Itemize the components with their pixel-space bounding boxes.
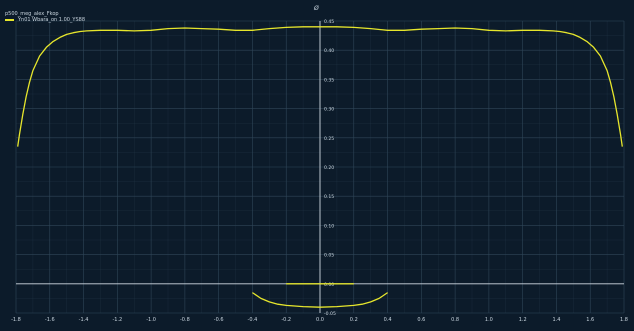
y-tick-label: 0.00 (324, 282, 334, 288)
tick-labels: -1.8 -1.6 -1.4 -1.2 -1.0 -0.8 -0.6 -0.4 -0.2 0.0 0… (11, 19, 628, 323)
x-tick-label: -1.0 (146, 317, 156, 323)
top-axis-label: Ø (314, 5, 319, 12)
y-tick-label: -0.05 (324, 311, 336, 317)
chart-title: p500_meg_alex_Fkop (5, 11, 59, 17)
legend: Yn01 Wbara_on 1.00_YS88 (5, 17, 85, 23)
x-tick-label: 1.8 (620, 317, 628, 323)
x-tick-label: 1.6 (586, 317, 594, 323)
x-tick-label: -0.8 (180, 317, 190, 323)
y-tick-label: 0.25 (324, 136, 334, 142)
x-tick-label: 0.8 (451, 317, 459, 323)
x-tick-label: 0.0 (316, 317, 324, 323)
y-tick-label: 0.05 (324, 253, 334, 259)
y-tick-label: 0.15 (324, 194, 334, 200)
x-tick-label: -0.4 (248, 317, 258, 323)
x-tick-label: -1.8 (11, 317, 21, 323)
legend-entry: Yn01 Wbara_on 1.00_YS88 (18, 17, 86, 23)
x-tick-label: 0.6 (417, 317, 425, 323)
x-tick-label: -1.6 (45, 317, 55, 323)
y-tick-label: 0.30 (324, 107, 334, 113)
x-tick-label: -1.4 (79, 317, 89, 323)
y-tick-label: 0.10 (324, 223, 334, 229)
x-tick-label: 0.2 (350, 317, 358, 323)
legend-swatch (5, 19, 14, 21)
x-tick-label: -1.2 (112, 317, 122, 323)
x-tick-label: -0.2 (281, 317, 291, 323)
series-lines (17, 26, 623, 308)
x-tick-label: 0.4 (384, 317, 392, 323)
y-tick-label: 0.20 (324, 165, 334, 171)
series-line-1 (17, 26, 623, 147)
y-tick-label: 0.35 (324, 77, 334, 83)
series-line-3 (252, 292, 388, 308)
x-tick-label: -0.6 (214, 317, 224, 323)
x-tick-label: 1.2 (519, 317, 527, 323)
y-tick-label: 0.45 (324, 19, 334, 25)
y-tick-label: 0.40 (324, 48, 334, 54)
x-tick-label: 1.4 (552, 317, 560, 323)
x-tick-label: 1.0 (485, 317, 493, 323)
